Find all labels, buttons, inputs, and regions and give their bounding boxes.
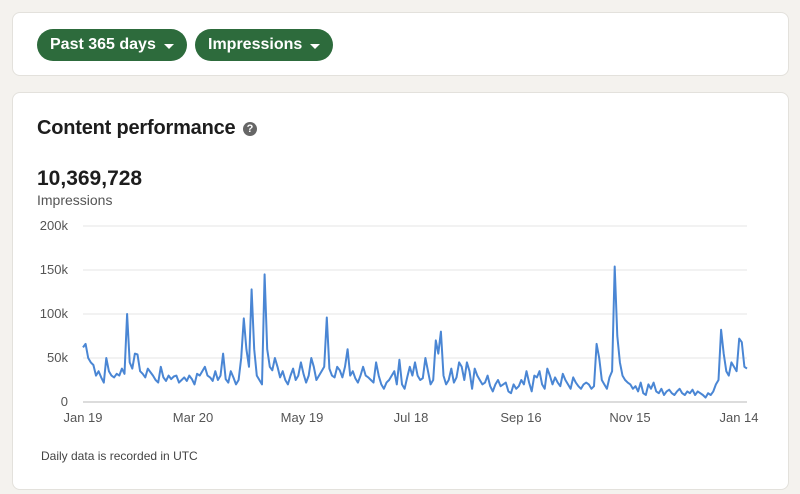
x-tick-label: Nov 15 bbox=[609, 410, 650, 425]
content-performance-card: Content performance ? 10,369,728 Impress… bbox=[12, 92, 789, 490]
y-tick-label: 200k bbox=[40, 218, 69, 233]
section-title: Content performance bbox=[37, 117, 236, 139]
caret-down-icon bbox=[163, 43, 174, 49]
x-tick-label: May 19 bbox=[281, 410, 324, 425]
date-range-dropdown[interactable]: Past 365 days bbox=[37, 29, 187, 61]
total-impressions-value: 10,369,728 bbox=[37, 167, 143, 190]
question-circle-icon[interactable]: ? bbox=[243, 122, 257, 136]
total-impressions-label: Impressions bbox=[37, 192, 113, 208]
y-tick-label: 0 bbox=[61, 394, 68, 409]
y-tick-label: 150k bbox=[40, 262, 69, 277]
metric-dropdown[interactable]: Impressions bbox=[195, 29, 334, 61]
y-tick-label: 100k bbox=[40, 306, 69, 321]
x-tick-label: Jan 14 bbox=[719, 410, 758, 425]
impressions-series-line bbox=[82, 265, 748, 399]
metric-label: Impressions bbox=[208, 36, 303, 53]
x-tick-label: Mar 20 bbox=[173, 410, 213, 425]
x-tick-label: Sep 16 bbox=[500, 410, 541, 425]
y-tick-label: 50k bbox=[47, 350, 68, 365]
x-tick-label: Jan 19 bbox=[63, 410, 102, 425]
filter-card: Past 365 days Impressions bbox=[12, 12, 789, 76]
x-tick-label: Jul 18 bbox=[394, 410, 429, 425]
date-range-label: Past 365 days bbox=[50, 36, 156, 53]
caret-down-icon bbox=[310, 43, 321, 49]
impressions-line-chart: 0 50k 100k 150k 200k Jan 19 Mar 20 May 19 Jul 18… bbox=[40, 218, 759, 425]
utc-footnote: Daily data is recorded in UTC bbox=[41, 449, 198, 463]
